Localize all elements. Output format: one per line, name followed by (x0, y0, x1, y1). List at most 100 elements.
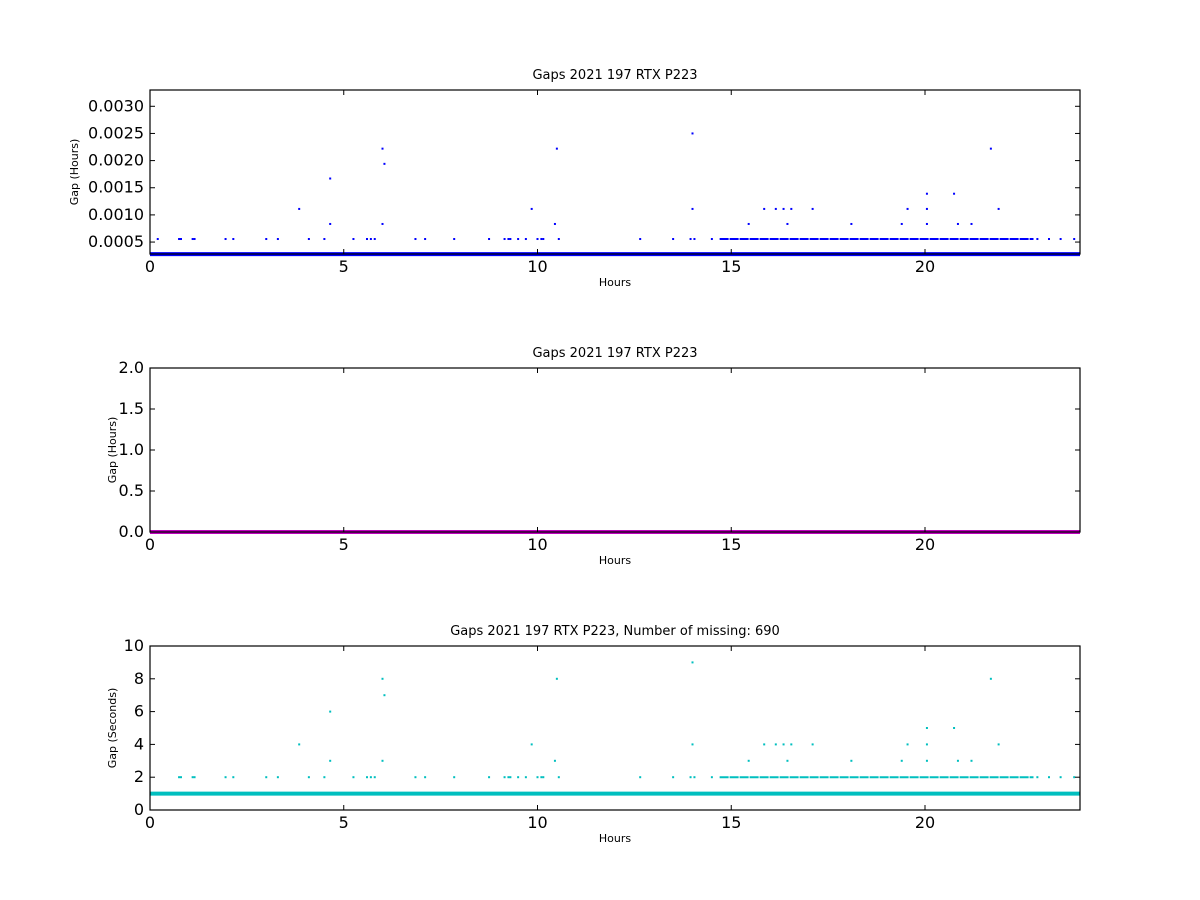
data-point (639, 776, 642, 779)
data-point (509, 238, 512, 241)
data-point (763, 743, 766, 746)
data-point (517, 776, 520, 779)
data-point (352, 776, 355, 779)
x-tick-label: 5 (339, 813, 349, 832)
chart-panel-1: Gaps 2021 197 RTX P223 0 5 10 15 20 0.0005 0.00… (68, 68, 1081, 289)
data-point (782, 743, 785, 746)
x-tick-label: 10 (527, 813, 547, 832)
y-tick-label: 0.5 (119, 481, 144, 500)
chart-title: Gaps 2021 197 RTX P223, Number of missin… (450, 624, 780, 639)
data-point (1059, 238, 1062, 241)
data-point (689, 776, 692, 779)
data-point (329, 222, 332, 225)
data-point (710, 238, 713, 241)
data-point (906, 207, 909, 210)
data-point (366, 238, 368, 241)
plot-frame (149, 367, 1081, 533)
data-point (970, 222, 973, 225)
data-point (366, 776, 368, 779)
data-point (689, 238, 692, 241)
data-point (193, 776, 196, 779)
data-point (763, 207, 766, 210)
data-point (373, 776, 376, 779)
y-tick-label: 0.0015 (88, 178, 144, 197)
data-point (691, 207, 694, 210)
data-point (180, 776, 182, 779)
y-tick-label: 0 (134, 800, 144, 819)
data-point (298, 743, 301, 746)
data-point (265, 776, 268, 779)
data-point (193, 238, 196, 241)
data-point (900, 759, 903, 762)
data-point (790, 743, 793, 746)
y-axis-label: Gap (Hours) (68, 139, 81, 206)
data-point (747, 222, 750, 225)
data-point (1048, 238, 1050, 241)
data-point (557, 238, 560, 241)
data-point (180, 238, 182, 241)
plot-frame (149, 645, 1081, 811)
y-tick-label: 1.0 (119, 440, 144, 459)
data-point (925, 192, 928, 195)
data-point (925, 759, 928, 762)
x-tick-label: 20 (915, 257, 935, 276)
data-point (524, 238, 527, 241)
data-point (232, 238, 235, 241)
data-point (530, 743, 533, 746)
data-point (906, 743, 909, 746)
data-point (383, 694, 386, 697)
data-point (352, 238, 355, 241)
data-point (232, 776, 235, 779)
data-point (381, 147, 384, 150)
y-tick-label: 8 (134, 669, 144, 688)
data-point (555, 147, 558, 150)
y-tick-label: 1.5 (119, 399, 144, 418)
data-point (782, 207, 785, 210)
data-point (453, 776, 456, 779)
data-point (710, 776, 713, 779)
data-point (265, 238, 268, 241)
data-point (900, 222, 903, 225)
data-point (956, 222, 959, 225)
data-point (774, 207, 777, 210)
data-point (307, 238, 310, 241)
data-point (191, 238, 194, 241)
data-point (381, 759, 384, 762)
x-tick-label: 15 (721, 257, 741, 276)
y-tick-label: 0.0 (119, 522, 144, 541)
data-point (381, 677, 384, 680)
data-point (540, 776, 543, 779)
y-tick-label: 0.0010 (88, 205, 144, 224)
data-point (517, 238, 520, 241)
data-point (307, 776, 310, 779)
y-tick-label: 4 (134, 734, 144, 753)
data-point (530, 207, 533, 210)
data-point (925, 207, 928, 210)
y-tick-label: 0.0030 (88, 96, 144, 115)
data-point (1059, 776, 1062, 779)
data-point (850, 222, 853, 225)
data-point (1073, 776, 1076, 779)
data-point (555, 677, 558, 680)
data-point (997, 743, 1000, 746)
data-point (298, 207, 301, 210)
data-point (488, 238, 491, 241)
chart-title: Gaps 2021 197 RTX P223 (532, 346, 697, 361)
data-point (1036, 776, 1039, 779)
data-point (323, 238, 326, 241)
chart-panel-3: Gaps 2021 197 RTX P223, Number of missin… (106, 624, 1081, 845)
data-point (453, 238, 456, 241)
data-point (925, 222, 928, 225)
y-axis-label: Gap (Hours) (106, 417, 119, 484)
data-point (224, 238, 227, 241)
data-point (1048, 776, 1050, 779)
data-point (373, 238, 376, 241)
data-point (989, 147, 992, 150)
data-point (774, 743, 777, 746)
data-point (524, 776, 527, 779)
data-point (540, 238, 543, 241)
x-tick-label: 5 (339, 535, 349, 554)
data-point (509, 776, 512, 779)
data-point (925, 743, 928, 746)
y-tick-label: 0.0020 (88, 151, 144, 170)
